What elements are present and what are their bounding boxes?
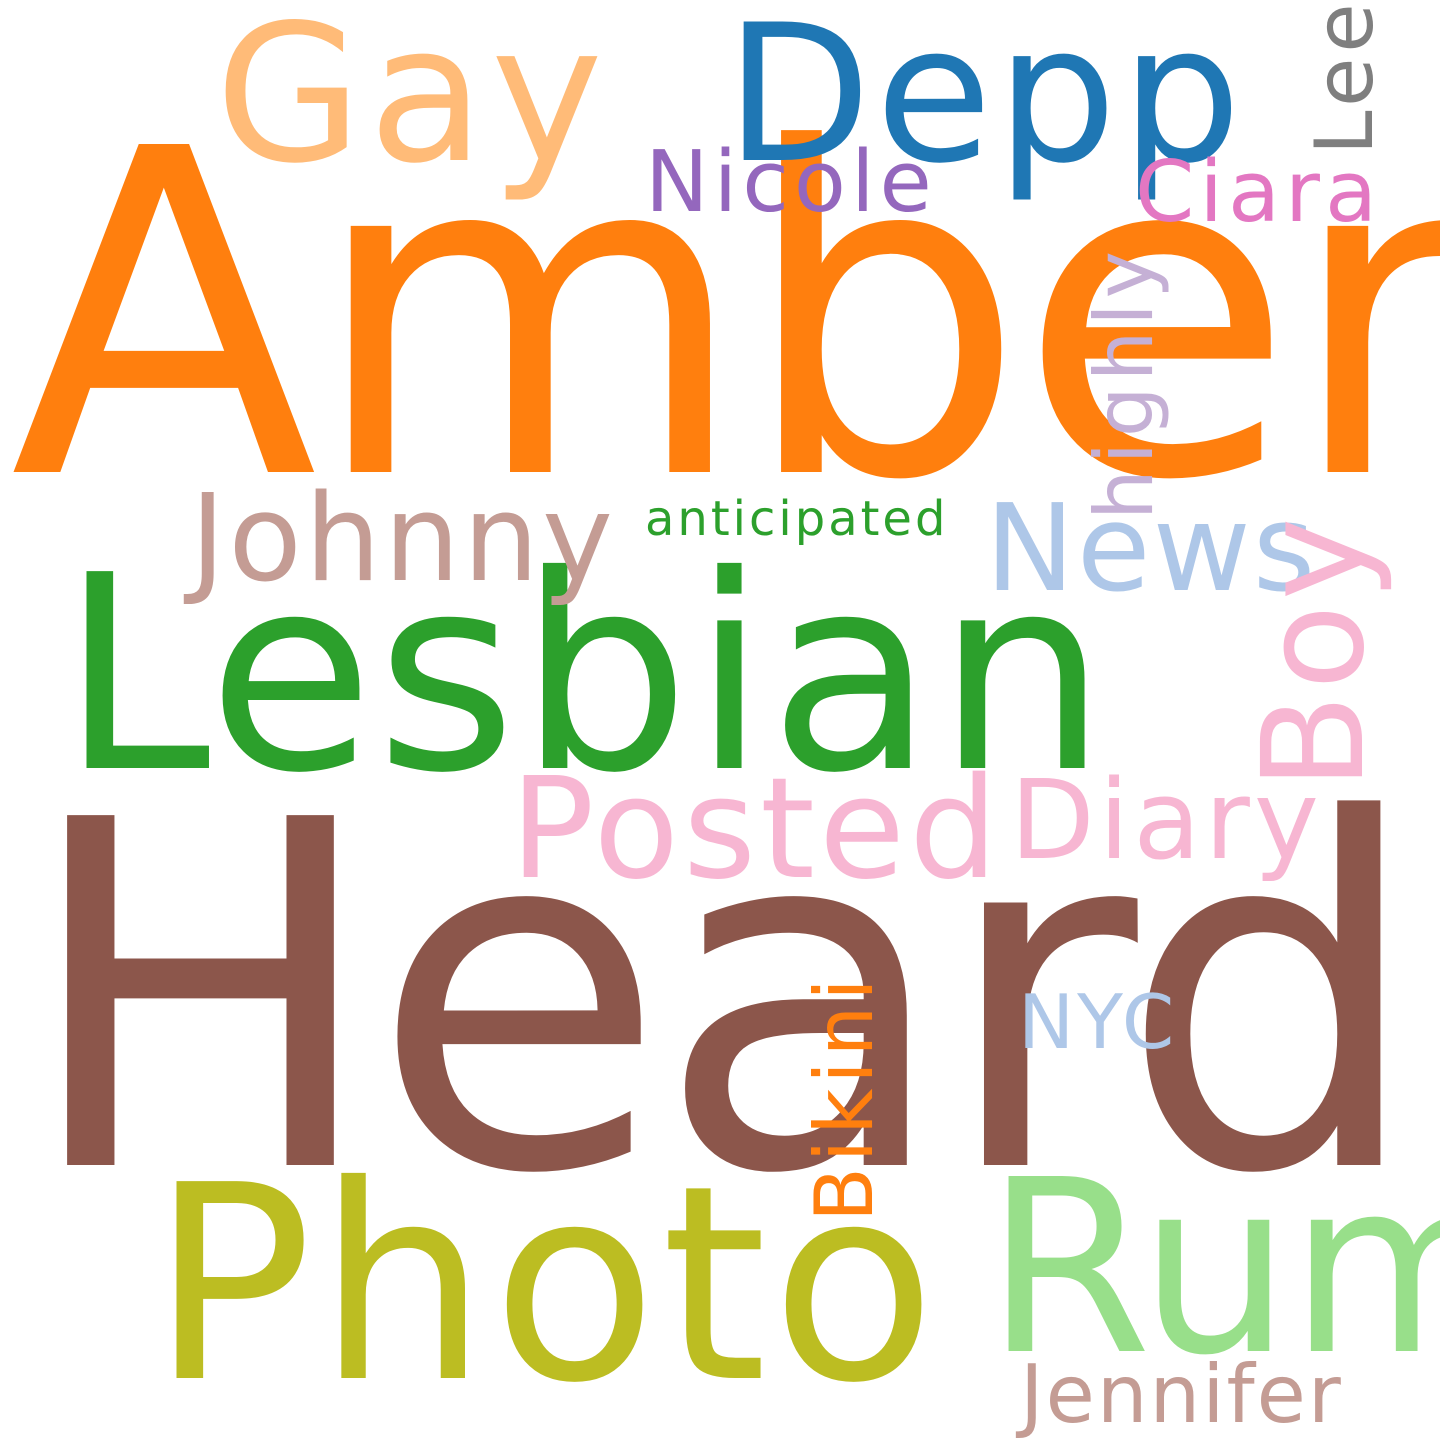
word-depp: Depp (725, 0, 1246, 205)
word-heard: Heard (20, 720, 1424, 1279)
word-nyc: NYC (1018, 978, 1178, 1066)
word-ciara: Ciara (1135, 143, 1383, 242)
word-posted: Posted (510, 748, 1002, 911)
word-anticipated: anticipated (645, 491, 949, 547)
word-johnny: Johnny (190, 470, 616, 609)
word-rum: Rum (985, 1128, 1440, 1408)
word-lee: Lee (1298, 0, 1391, 155)
word-gay: Gay (215, 0, 610, 205)
word-lesbian: Lesbian (60, 517, 1110, 832)
word-highly: highly (1078, 246, 1171, 520)
word-diary: Diary (1010, 756, 1323, 884)
word-bikini: Bikini (798, 973, 891, 1222)
word-news: News (985, 480, 1318, 619)
word-photo: Photo (150, 1127, 941, 1440)
word-nicole: Nicole (645, 133, 937, 232)
word-boy: Boy (1233, 513, 1396, 790)
word-amber: Amber (10, 55, 1440, 579)
word-jennifer: Jennifer (1020, 1348, 1343, 1440)
